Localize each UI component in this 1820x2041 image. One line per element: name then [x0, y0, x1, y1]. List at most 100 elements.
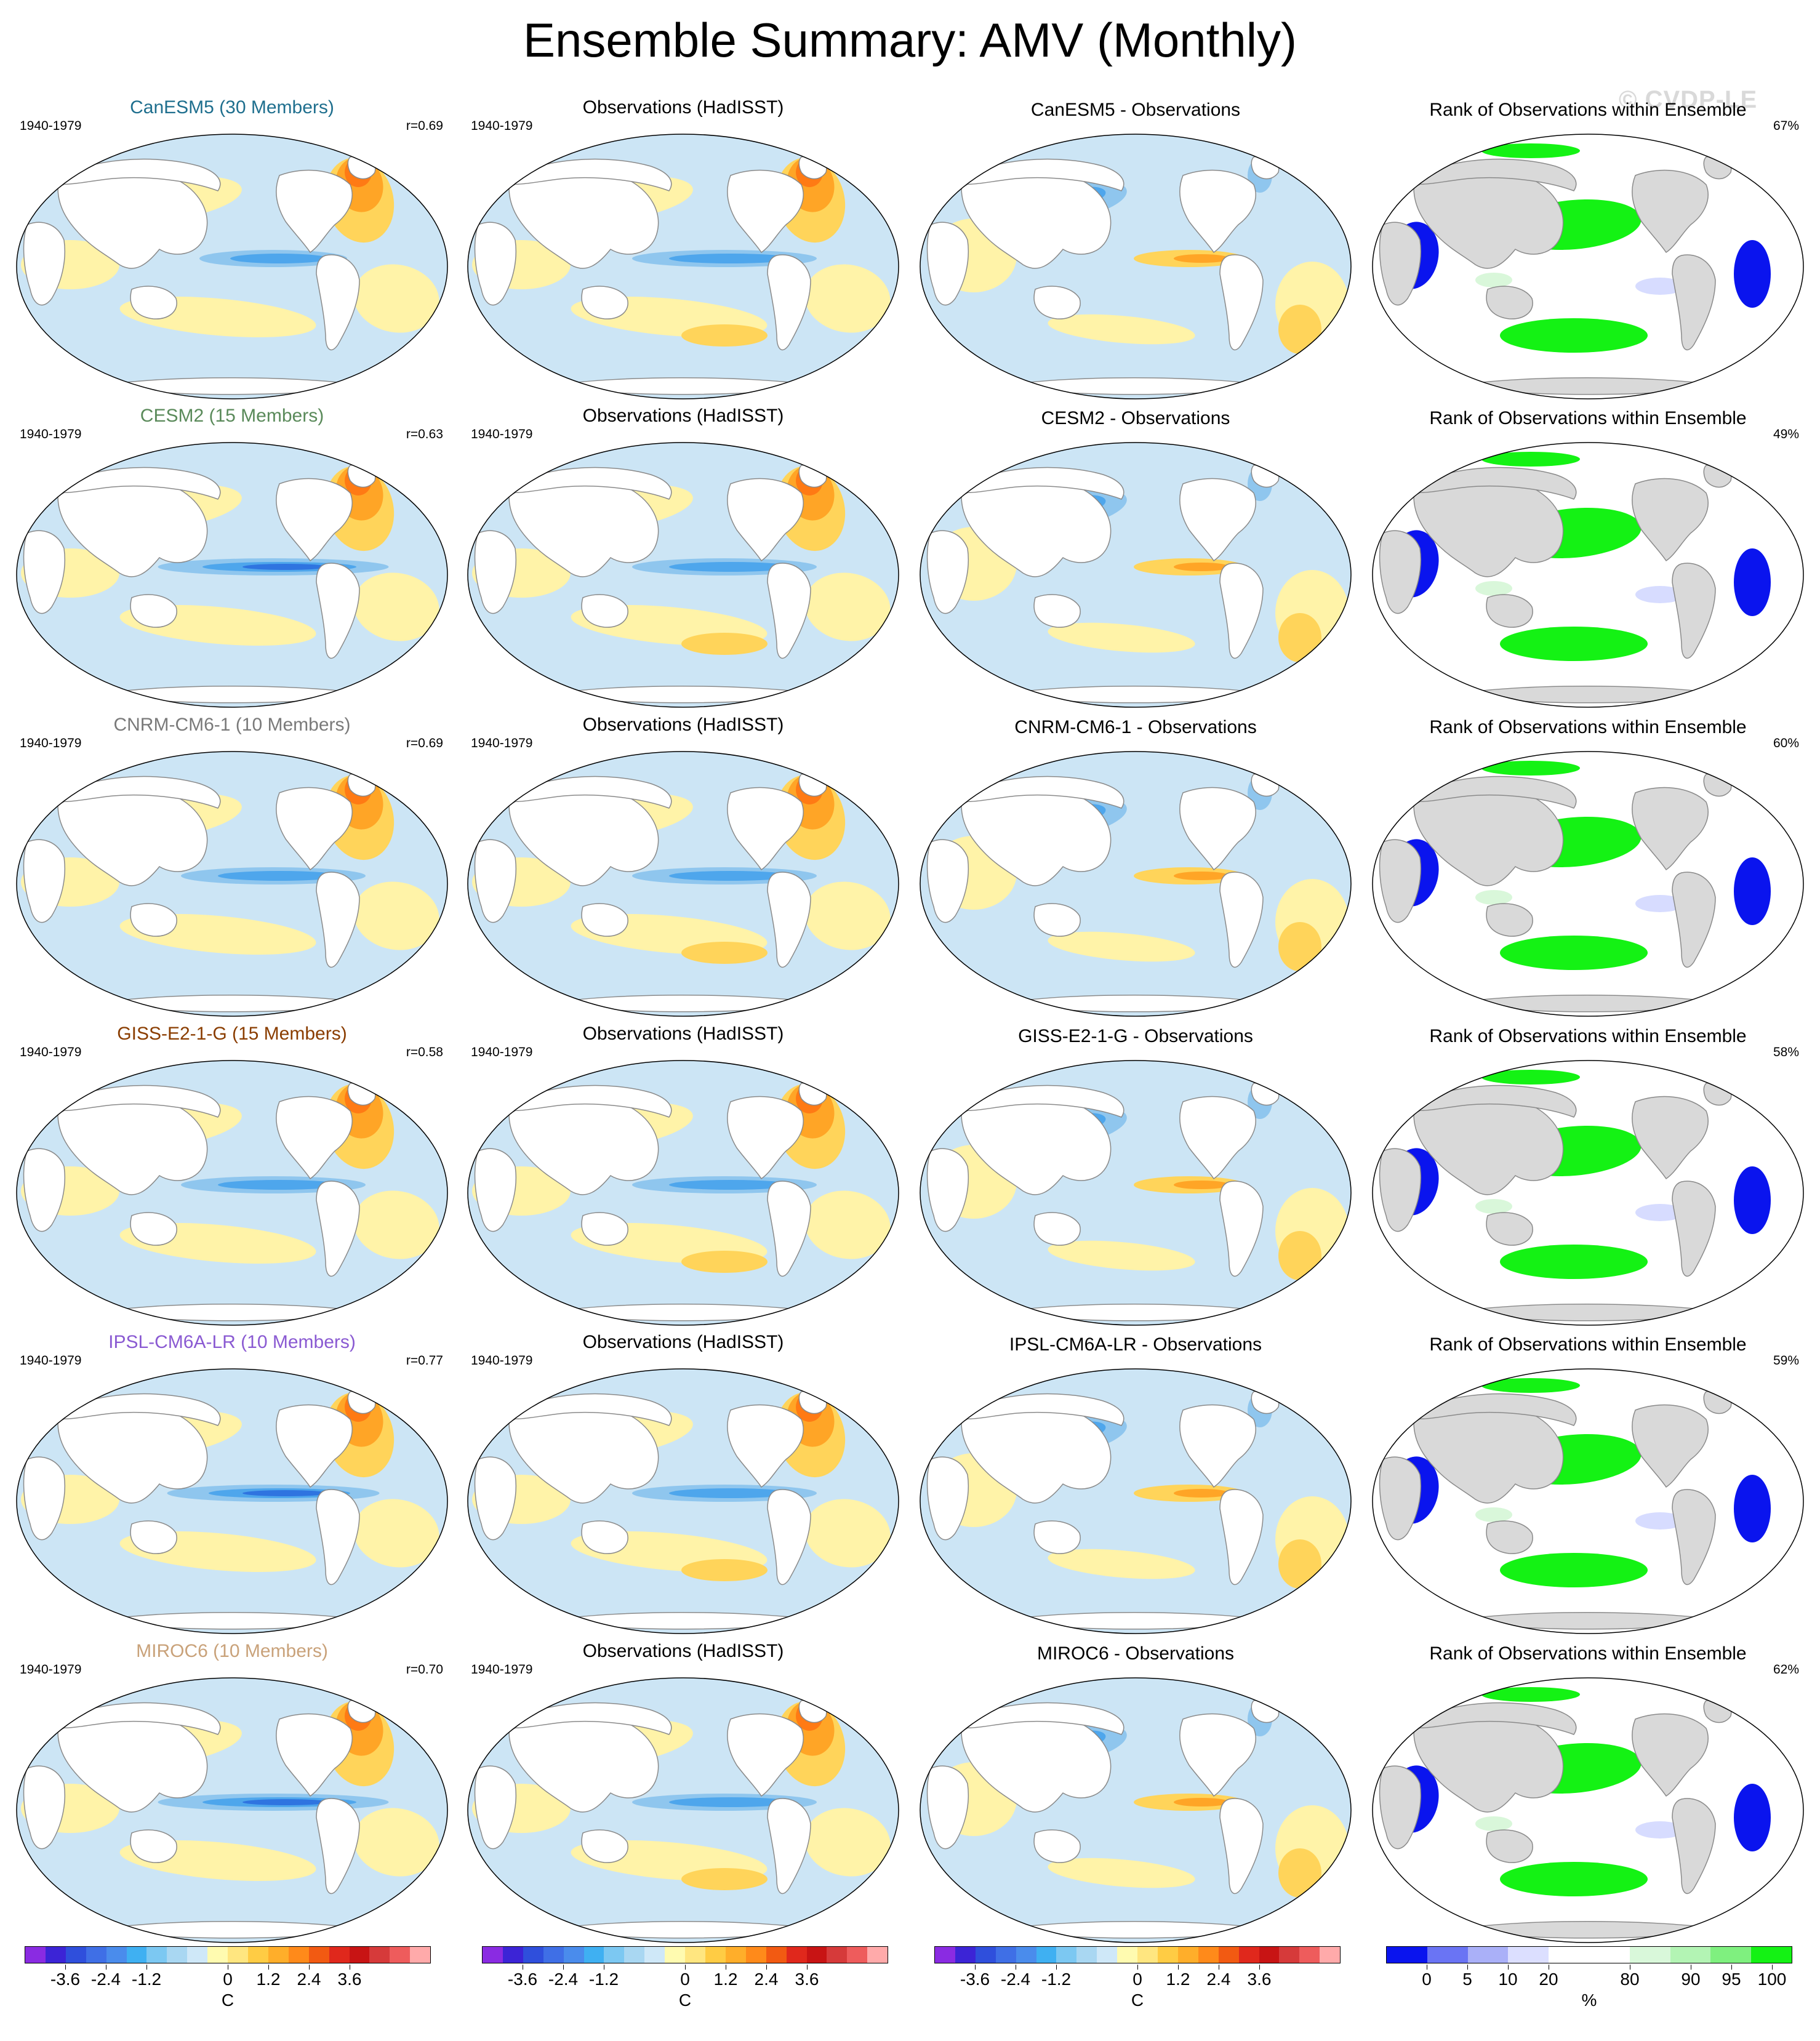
colorbar-cell — [935, 1947, 955, 1963]
landmass-australia — [130, 1520, 177, 1554]
colorbar-cell — [523, 1947, 543, 1963]
landmass-namerica — [727, 1713, 804, 1797]
landmass-namerica — [1632, 1404, 1709, 1488]
map-border — [920, 1368, 1352, 1634]
rank-percent-label: 67% — [1773, 119, 1799, 133]
rank-low-atlantic — [1734, 857, 1771, 925]
colorbar-cell — [167, 1947, 188, 1963]
south-atlantic-warm — [353, 264, 439, 333]
colorbar-tick-label: 3.6 — [1247, 1970, 1272, 1989]
landmass-africa — [474, 530, 517, 614]
landmass-australia — [581, 286, 628, 319]
colorbar-tick-label: 1.2 — [1166, 1970, 1190, 1989]
obs-map — [466, 441, 900, 709]
south-atlantic-warm — [804, 1190, 891, 1259]
colorbar-cells — [1386, 1946, 1792, 1963]
map-border — [16, 1368, 448, 1634]
diff-map — [918, 1059, 1353, 1327]
rank-high-arctic — [1481, 143, 1580, 158]
landmass-australia — [1033, 1212, 1081, 1246]
landmass-africa — [1379, 530, 1422, 614]
obs-panel: Observations (HadISST) 1940-1979 — [459, 1639, 908, 1947]
correlation-label: r=0.58 — [406, 1045, 443, 1059]
diff-panel: MIROC6 - Observations — [911, 1639, 1360, 1947]
colorbar-cell — [1137, 1947, 1158, 1963]
colorbar-cell — [329, 1947, 350, 1963]
landmass-australia — [1486, 1829, 1533, 1863]
colorbar-tick-label: 1.2 — [713, 1970, 738, 1989]
obs-panel-title: Observations (HadISST) — [582, 715, 784, 735]
rank-map — [1371, 441, 1805, 709]
landmass-africa — [926, 839, 969, 923]
landmass-africa — [1379, 1456, 1422, 1541]
map-border — [920, 134, 1352, 399]
rank-percent-label: 62% — [1773, 1662, 1799, 1677]
colorbar-tick — [1056, 1965, 1057, 1970]
colorbar-cell — [827, 1947, 848, 1963]
colorbar-cell — [45, 1947, 66, 1963]
rank-panel: Rank of Observations within Ensemble 67% — [1363, 95, 1813, 403]
colorbar-tick-label: 2.4 — [297, 1970, 321, 1989]
rank-map — [1371, 750, 1805, 1018]
colorbar-cell — [1299, 1947, 1320, 1963]
colorbar-cell — [146, 1947, 167, 1963]
landmass-namerica — [727, 169, 804, 254]
colorbar-tick-label: 3.6 — [795, 1970, 819, 1989]
rank-low-atlantic — [1734, 1475, 1771, 1542]
landmass-samerica — [767, 1181, 811, 1277]
colorbar-cell — [867, 1947, 888, 1963]
colorbar-cell — [1670, 1947, 1711, 1963]
rank-map — [1371, 1676, 1805, 1944]
rank-pale-west-pacific — [1475, 273, 1512, 287]
landmass-samerica — [1219, 254, 1264, 351]
rank-high-arctic — [1481, 1378, 1580, 1393]
landmass-samerica — [1672, 1798, 1716, 1895]
obs-panel-title: Observations (HadISST) — [582, 97, 784, 118]
landmass-samerica — [316, 872, 360, 968]
landmass-australia — [1486, 903, 1533, 937]
landmass-africa — [1379, 1148, 1422, 1232]
landmass-africa — [474, 222, 517, 306]
map-border — [920, 442, 1352, 708]
obs-panel: Observations (HadISST) 1940-1979 — [459, 1330, 908, 1638]
colorbar-cells — [934, 1946, 1341, 1963]
rank-low-atlantic — [1734, 240, 1771, 308]
colorbar-cell — [766, 1947, 787, 1963]
rank-pale-east-pacific — [1635, 586, 1685, 603]
colorbar-tick — [1467, 1965, 1468, 1970]
colorbar-cell — [1427, 1947, 1468, 1963]
colorbar-tick — [975, 1965, 976, 1970]
rank-percent-label: 59% — [1773, 1353, 1799, 1368]
colorbar-unit: % — [1581, 1991, 1597, 2010]
colorbar-cell — [1259, 1947, 1280, 1963]
map-border — [920, 751, 1352, 1017]
colorbar-cell — [369, 1947, 390, 1963]
colorbar-tick-label: 90 — [1681, 1970, 1701, 1989]
model-map — [15, 132, 449, 401]
obs-panel-title: Observations (HadISST) — [582, 1024, 784, 1044]
colorbar-cell — [806, 1947, 827, 1963]
map-border — [16, 751, 448, 1017]
period-label: 1940-1979 — [471, 119, 533, 133]
period-label: 1940-1979 — [471, 1353, 533, 1368]
obs-map — [466, 1059, 900, 1327]
landmass-eurasiaTop — [502, 1393, 672, 1426]
equatorial-cold-core — [669, 1797, 792, 1807]
landmass-australia — [581, 594, 628, 628]
colorbar-difference: -3.6 -2.4 -1.2 0 1.2 2.4 3.6 C — [934, 1946, 1341, 2010]
landmass-namerica — [1179, 478, 1256, 562]
landmass-africa — [23, 530, 66, 614]
diff-panel-title: CNRM-CM6-1 - Observations — [1014, 717, 1257, 737]
colorbar-tick-label: 0 — [1132, 1970, 1142, 1989]
rank-high-south-pacific — [1500, 627, 1648, 661]
colorbar-cell — [1629, 1947, 1670, 1963]
landmass-samerica — [1672, 254, 1716, 351]
southern-diff — [1048, 1858, 1195, 1888]
rank-percent-label: 60% — [1773, 736, 1799, 750]
colorbar-cell — [86, 1947, 106, 1963]
model-panel-title: CESM2 (15 Members) — [140, 406, 324, 426]
southern-diff — [1048, 931, 1195, 962]
colorbar-cell — [1056, 1947, 1077, 1963]
map-border — [1372, 751, 1804, 1017]
landmass-africa — [926, 1456, 969, 1541]
